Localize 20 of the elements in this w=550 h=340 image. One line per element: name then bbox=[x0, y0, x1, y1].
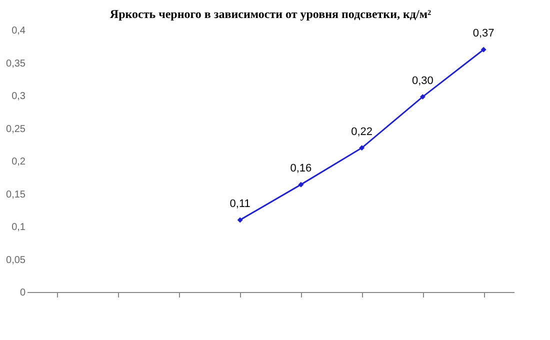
point bbox=[359, 145, 365, 151]
y-tick-label: 0,35 bbox=[6, 58, 26, 70]
y-tick-label: 0,25 bbox=[6, 124, 26, 135]
point bbox=[480, 46, 486, 52]
point bbox=[237, 217, 243, 223]
y-tick-label: 0,4 bbox=[12, 26, 26, 36]
y-tick-label: 0,15 bbox=[6, 189, 26, 200]
data-label: 0,37 bbox=[472, 28, 494, 40]
data-label: 0,16 bbox=[290, 162, 312, 175]
point bbox=[298, 182, 304, 188]
y-tick-label: 0,3 bbox=[12, 91, 26, 102]
data-label: 0,22 bbox=[351, 126, 373, 138]
data-label: 0,11 bbox=[230, 198, 250, 210]
data-label: 0,30 bbox=[412, 74, 434, 87]
chart-title: Яркость черного в зависимости от уровня подсветки, кд/м² bbox=[110, 7, 432, 21]
y-tick-label: 0,05 bbox=[6, 254, 26, 266]
y-tick-label: 0 bbox=[20, 288, 26, 298]
y-tick-label: 0,2 bbox=[12, 156, 26, 168]
y-tick-label: 0,1 bbox=[12, 222, 26, 233]
point bbox=[420, 94, 426, 100]
